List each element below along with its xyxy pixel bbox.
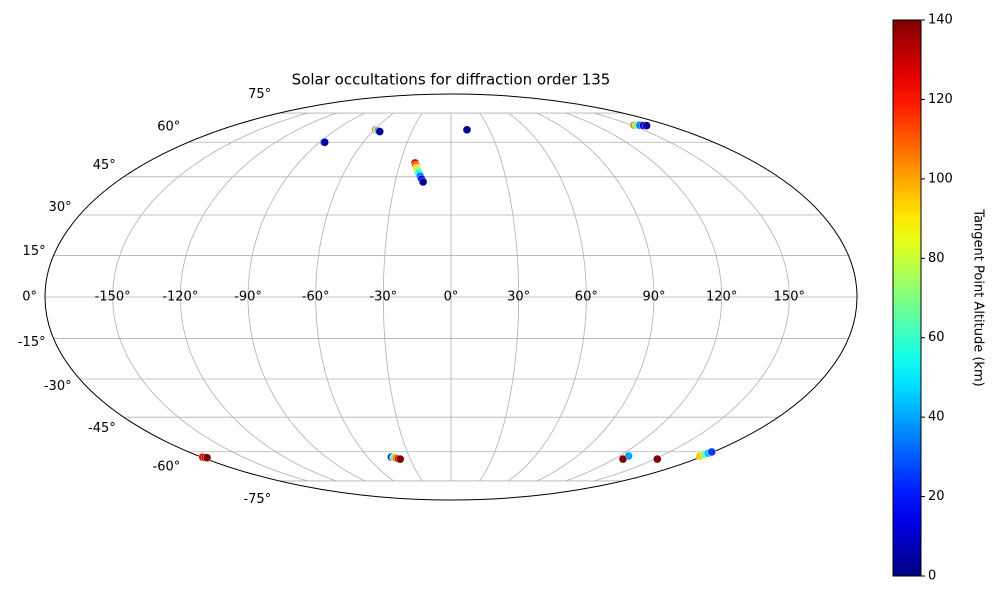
x-tick-label: 120° <box>706 290 737 305</box>
grid-line <box>594 112 790 482</box>
occultation-point <box>375 127 384 136</box>
occultation-point <box>202 453 212 462</box>
occultation-point <box>418 177 428 187</box>
grid-line <box>382 112 423 482</box>
occultation-point <box>642 121 651 130</box>
occultation-point <box>462 125 472 134</box>
colorbar-tick-label: 0 <box>928 569 936 584</box>
y-tick-label: -30° <box>44 379 72 394</box>
colorbar-tick-label: 40 <box>928 410 945 425</box>
colorbar-tick-label: 120 <box>928 92 953 107</box>
y-tick-label: -60° <box>153 459 181 474</box>
x-tick-label: -30° <box>369 290 397 305</box>
y-tick-label: -45° <box>88 421 116 436</box>
chart-title: Solar occultations for diffraction order… <box>292 71 611 89</box>
grid-line <box>315 112 394 482</box>
x-tick-label: 150° <box>774 290 805 305</box>
x-tick-label: 90° <box>642 290 665 305</box>
occultation-point <box>320 138 329 147</box>
y-tick-label: -75° <box>243 492 271 507</box>
grid-line <box>508 112 587 482</box>
colorbar-tick-label: 100 <box>928 171 953 186</box>
x-tick-label: 30° <box>507 290 530 305</box>
colorbar-label: Tangent Point Altitude (km) <box>971 208 986 386</box>
y-tick-label: 30° <box>49 200 72 215</box>
y-tick-label: -15° <box>18 335 46 350</box>
y-tick-label: 75° <box>248 87 271 102</box>
colorbar-tick-label: 20 <box>928 489 945 504</box>
colorbar-tick-label: 60 <box>928 330 945 345</box>
grid-line <box>179 112 337 482</box>
x-tick-label: 60° <box>575 290 598 305</box>
x-tick-label: 0° <box>444 290 459 305</box>
x-tick-label: -150° <box>95 290 131 305</box>
grid-line <box>479 112 520 482</box>
x-tick-label: -90° <box>234 290 262 305</box>
occultation-point <box>707 447 716 457</box>
grid-line <box>536 112 655 482</box>
colorbar <box>892 19 922 577</box>
y-tick-label: 45° <box>93 158 116 173</box>
colorbar-tick-label: 140 <box>928 13 953 28</box>
y-tick-label: 0° <box>22 290 37 305</box>
occultation-point <box>653 454 662 464</box>
grid-line <box>112 112 308 482</box>
occultation-point <box>618 454 628 464</box>
grid-line <box>565 112 723 482</box>
x-tick-label: -120° <box>162 290 198 305</box>
y-tick-label: 60° <box>157 120 180 135</box>
y-tick-label: 15° <box>23 244 46 259</box>
occultation-point <box>396 454 405 464</box>
grid-line <box>247 112 366 482</box>
map-boundary <box>44 93 858 501</box>
colorbar-tick-label: 80 <box>928 251 945 266</box>
x-tick-label: -60° <box>302 290 330 305</box>
